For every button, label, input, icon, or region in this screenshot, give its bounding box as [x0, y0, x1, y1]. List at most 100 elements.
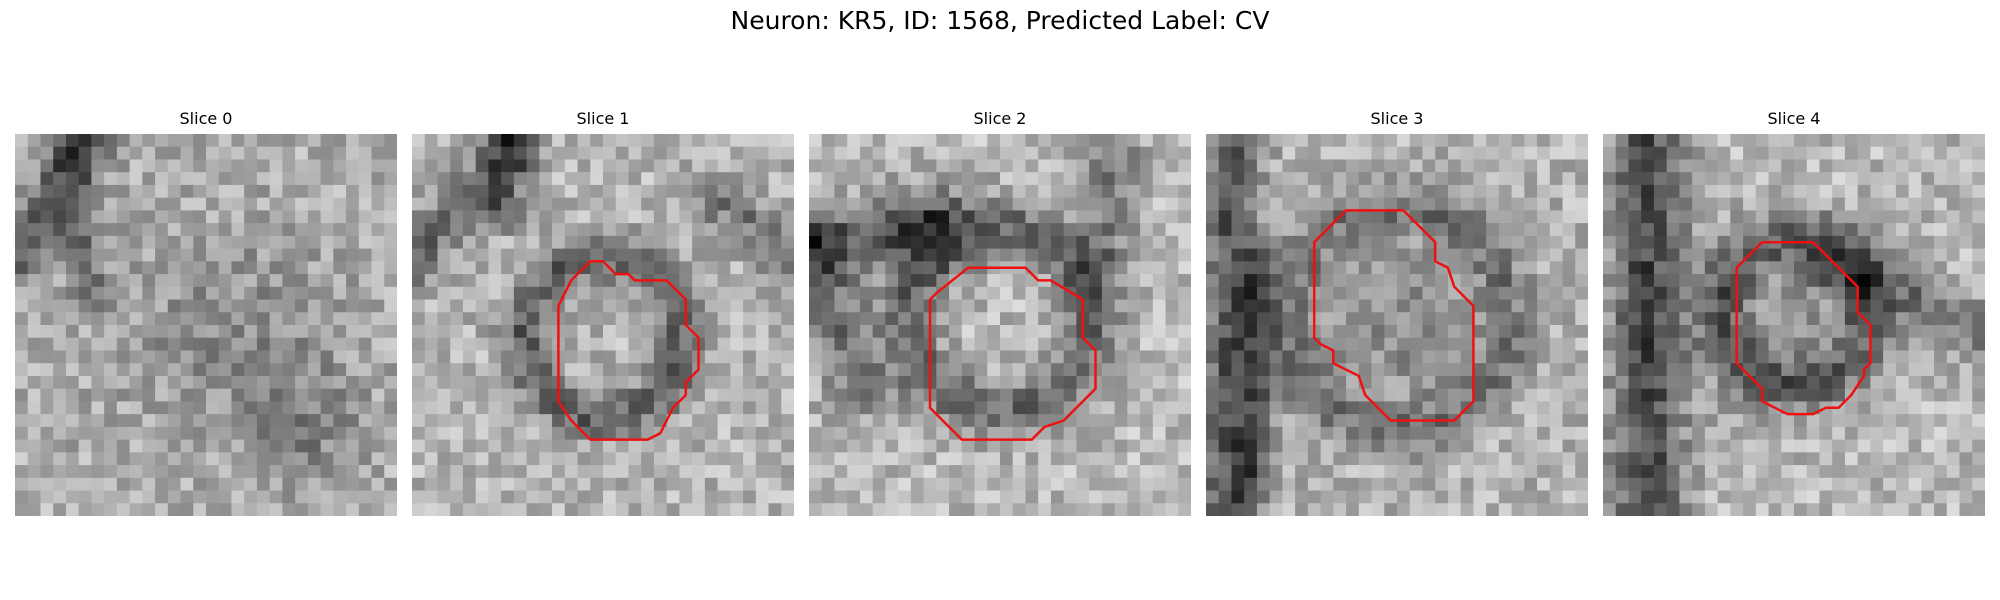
pixel: [1666, 223, 1680, 237]
pixel: [1883, 312, 1897, 326]
pixel: [231, 210, 245, 224]
pixel: [552, 159, 566, 173]
pixel: [1819, 337, 1833, 352]
pixel: [206, 299, 220, 313]
pixel: [1269, 261, 1283, 275]
pixel: [269, 337, 283, 352]
pixel: [1653, 261, 1668, 275]
pixel: [1178, 503, 1191, 516]
pixel: [910, 375, 925, 390]
pixel: [320, 235, 334, 250]
pixel: [961, 363, 976, 377]
pixel: [1959, 146, 1973, 161]
pixel: [1165, 337, 1179, 352]
pixel: [40, 350, 54, 364]
pixel: [679, 197, 693, 211]
pixel: [615, 414, 630, 428]
pixel: [1346, 274, 1360, 288]
pixel: [1206, 312, 1220, 326]
pixel: [1628, 375, 1642, 390]
pixel: [1282, 465, 1296, 479]
pixel: [1231, 490, 1245, 504]
pixel: [590, 325, 604, 339]
pixel: [898, 439, 912, 453]
pixel: [1908, 503, 1922, 516]
pixel: [513, 375, 528, 390]
pixel: [1628, 350, 1642, 364]
pixel: [1806, 286, 1821, 301]
pixel: [1883, 172, 1897, 186]
pixel: [1371, 337, 1385, 352]
pixel: [1076, 465, 1090, 479]
pixel: [1717, 312, 1731, 326]
pixel: [743, 490, 757, 504]
pixel: [1244, 223, 1258, 237]
pixel: [78, 248, 92, 262]
pixel: [666, 172, 680, 186]
pixel: [1641, 465, 1655, 479]
pixel: [1218, 261, 1233, 275]
pixel: [358, 452, 373, 466]
pixel: [155, 299, 169, 313]
pixel: [1460, 274, 1474, 288]
pixel: [755, 388, 770, 402]
pixel: [859, 375, 874, 390]
pixel: [1692, 299, 1706, 313]
pixel: [564, 184, 579, 199]
pixel: [104, 248, 118, 262]
pixel: [1524, 184, 1538, 199]
pixel: [885, 274, 899, 288]
pixel: [180, 248, 194, 262]
pixel: [1076, 414, 1090, 428]
pixel: [1819, 159, 1833, 173]
pixel: [513, 159, 528, 173]
pixel: [1152, 503, 1167, 516]
pixel: [628, 426, 642, 441]
pixel: [1959, 312, 1973, 326]
pixel: [603, 286, 617, 301]
pixel: [256, 184, 271, 199]
pixel: [116, 452, 131, 466]
pixel: [1165, 439, 1179, 453]
pixel: [513, 312, 528, 326]
pixel: [1307, 223, 1322, 237]
pixel: [501, 503, 515, 516]
pixel: [320, 337, 334, 352]
pixel: [40, 274, 54, 288]
pixel: [590, 286, 604, 301]
pixel: [333, 159, 347, 173]
pixel: [872, 286, 886, 301]
pixel: [129, 465, 143, 479]
pixel: [231, 134, 245, 148]
pixel: [1140, 350, 1154, 364]
pixel: [821, 197, 836, 211]
pixel: [1000, 146, 1014, 161]
pixel: [1269, 312, 1283, 326]
pixel: [1730, 184, 1744, 199]
pixel: [577, 248, 591, 262]
pixel: [437, 350, 451, 364]
pixel: [1384, 388, 1398, 402]
pixel: [768, 172, 782, 186]
pixel: [923, 490, 937, 504]
pixel: [1384, 134, 1398, 148]
pixel: [1857, 210, 1871, 224]
pixel: [269, 452, 283, 466]
pixel: [1178, 210, 1191, 224]
pixel: [1921, 375, 1935, 390]
pixel: [1486, 261, 1500, 275]
pixel: [193, 414, 207, 428]
pixel: [513, 248, 528, 262]
pixel: [1025, 325, 1039, 339]
pixel: [961, 465, 976, 479]
pixel: [974, 465, 988, 479]
pixel: [590, 439, 604, 453]
pixel: [1486, 363, 1500, 377]
pixel: [333, 375, 347, 390]
pixel: [358, 503, 373, 516]
pixel: [1486, 439, 1500, 453]
pixel: [768, 223, 782, 237]
pixel: [282, 248, 296, 262]
pixel: [1127, 223, 1141, 237]
pixel: [1231, 477, 1245, 492]
